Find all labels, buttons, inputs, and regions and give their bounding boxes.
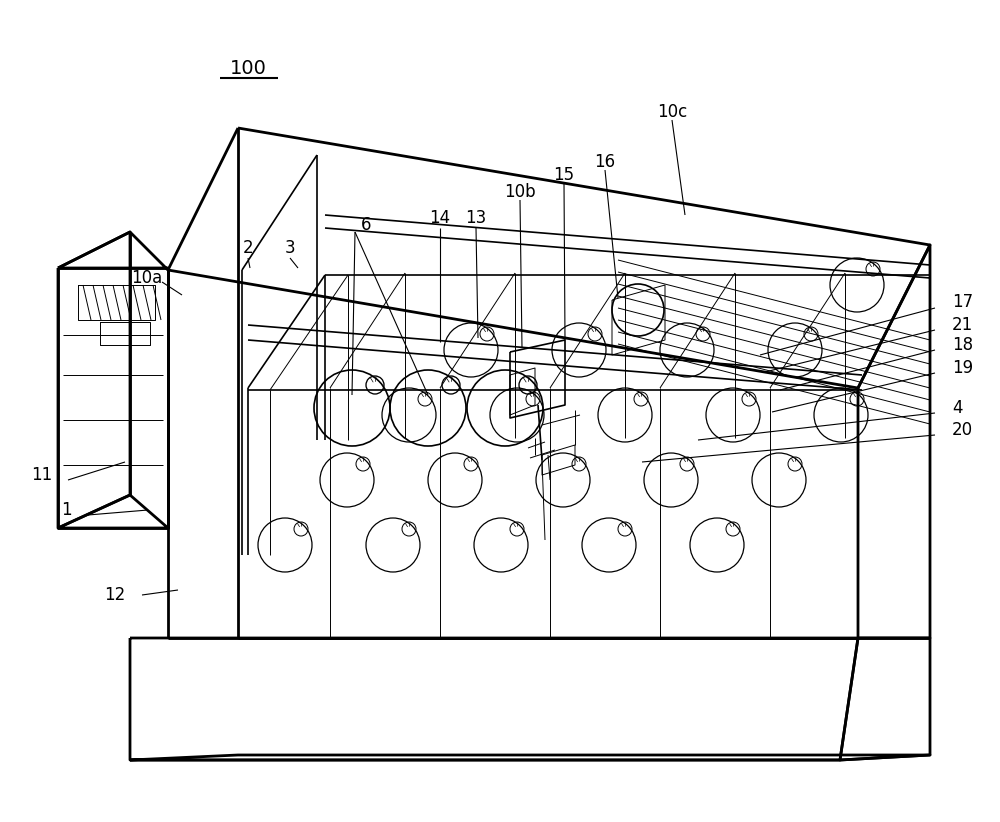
Text: 17: 17	[952, 293, 973, 311]
Text: 19: 19	[952, 359, 973, 377]
Text: 10a: 10a	[131, 269, 162, 287]
Text: 2: 2	[243, 239, 253, 257]
Text: 10c: 10c	[657, 103, 687, 121]
Text: 6: 6	[361, 216, 371, 234]
Text: 1: 1	[61, 501, 72, 519]
Text: 100: 100	[230, 58, 266, 77]
Text: 21: 21	[952, 316, 973, 334]
Text: 14: 14	[429, 209, 451, 227]
Text: 16: 16	[594, 153, 616, 171]
Text: 18: 18	[952, 336, 973, 354]
Text: 13: 13	[465, 209, 487, 227]
Text: 4: 4	[952, 399, 962, 417]
Text: 10b: 10b	[504, 183, 536, 201]
Text: 20: 20	[952, 421, 973, 439]
Text: 12: 12	[104, 586, 125, 604]
Text: 11: 11	[31, 466, 52, 484]
Text: 15: 15	[553, 166, 575, 184]
Text: 3: 3	[285, 239, 295, 257]
